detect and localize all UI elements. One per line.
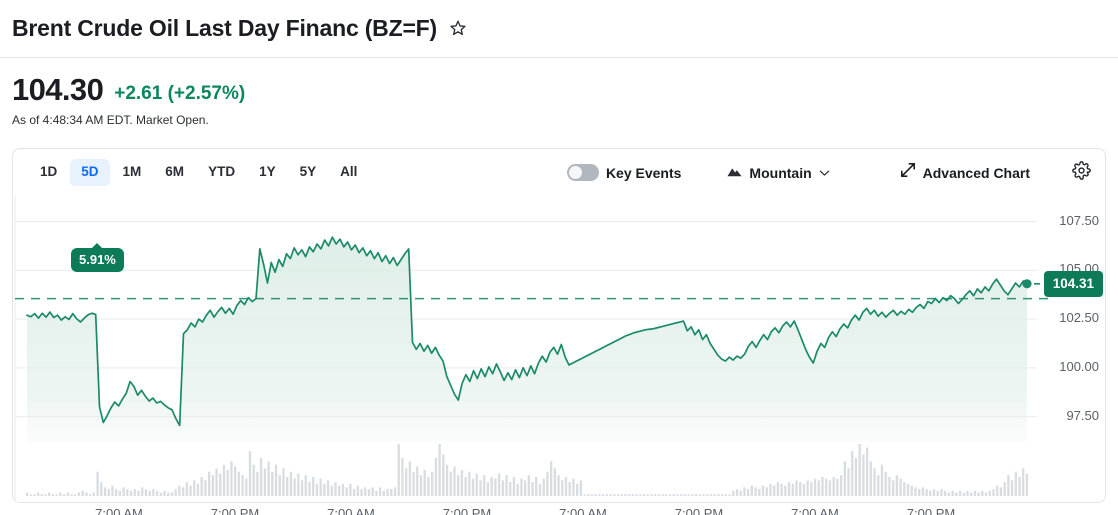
chart-card: 1D 5D 1M 6M YTD 1Y 5Y All Key Events [12,148,1106,515]
advanced-chart-button[interactable]: Advanced Chart [900,162,1030,183]
x-axis-tick-0: 7:00 AM [95,506,143,515]
x-axis-tick-3: 7:00 PM [442,506,492,515]
price-area-chart [14,196,1055,500]
range-1y[interactable]: 1Y [248,159,287,185]
x-axis-tick-7: 7:00 PM [906,506,956,515]
advanced-chart-label: Advanced Chart [922,164,1030,181]
last-price-badge: 104.31 [1043,270,1103,297]
key-events-label: Key Events [605,164,682,181]
range-1d[interactable]: 1D [29,159,68,185]
y-axis-label-4: 97.50 [1066,407,1099,423]
range-selector: 1D 5D 1M 6M YTD 1Y 5Y All [29,159,368,186]
range-change-badge: 5.91% [71,248,124,272]
chevron-down-icon [819,164,830,182]
mountain-icon [727,164,742,182]
range-ytd[interactable]: YTD [197,159,246,185]
range-6m[interactable]: 6M [154,159,195,185]
y-axis-label-0: 107.50 [1059,212,1099,228]
y-axis-label-3: 100.00 [1059,358,1099,374]
chart-settings-button[interactable] [1072,160,1091,185]
page-title: Brent Crude Oil Last Day Financ (BZ=F) [12,14,437,41]
market-status-note: As of 4:48:34 AM EDT. Market Open. [12,113,209,127]
chart-type-dropdown[interactable]: Mountain [727,164,829,182]
chart-type-label: Mountain [749,164,812,181]
chart-toolbar: 1D 5D 1M 6M YTD 1Y 5Y All Key Events [13,149,1105,196]
range-5d[interactable]: 5D [70,159,110,186]
range-all[interactable]: All [329,159,368,185]
y-axis-label-2: 102.50 [1059,310,1099,326]
star-outline-icon[interactable] [449,19,467,37]
title-row: Brent Crude Oil Last Day Financ (BZ=F) [12,8,1106,48]
x-axis-tick-5: 7:00 PM [674,506,724,515]
x-axis-tick-1: 7:00 PM [210,506,260,515]
key-events-toggle[interactable] [566,164,599,181]
toggle-knob [568,166,582,179]
x-axis: 7:00 AM7:00 PM4/247:00 AM7:00 PM4/267:00… [13,502,1105,515]
range-5y[interactable]: 5Y [289,159,328,185]
header-divider [0,57,1118,58]
x-axis-tick-4: 7:00 AM [559,506,607,515]
chart-plot-area[interactable]: 5.91% 104.31 107.50 105.00 102.50 100.00… [13,196,1105,502]
quote-header: Brent Crude Oil Last Day Financ (BZ=F) 1… [0,0,1118,127]
chart-options: Key Events Mountain [566,160,1091,185]
current-price: 104.30 [12,72,104,107]
x-axis-tick-6: 7:00 AM [791,506,839,515]
price-change: +2.61 (+2.57%) [114,83,246,104]
key-events-control[interactable]: Key Events [566,164,682,181]
x-axis-tick-2: 7:00 AM [327,506,375,515]
expand-arrows-icon [900,162,916,183]
gear-icon [1072,160,1091,185]
price-row: 104.30 +2.61 (+2.57%) [12,74,1106,105]
range-1m[interactable]: 1M [112,159,153,185]
